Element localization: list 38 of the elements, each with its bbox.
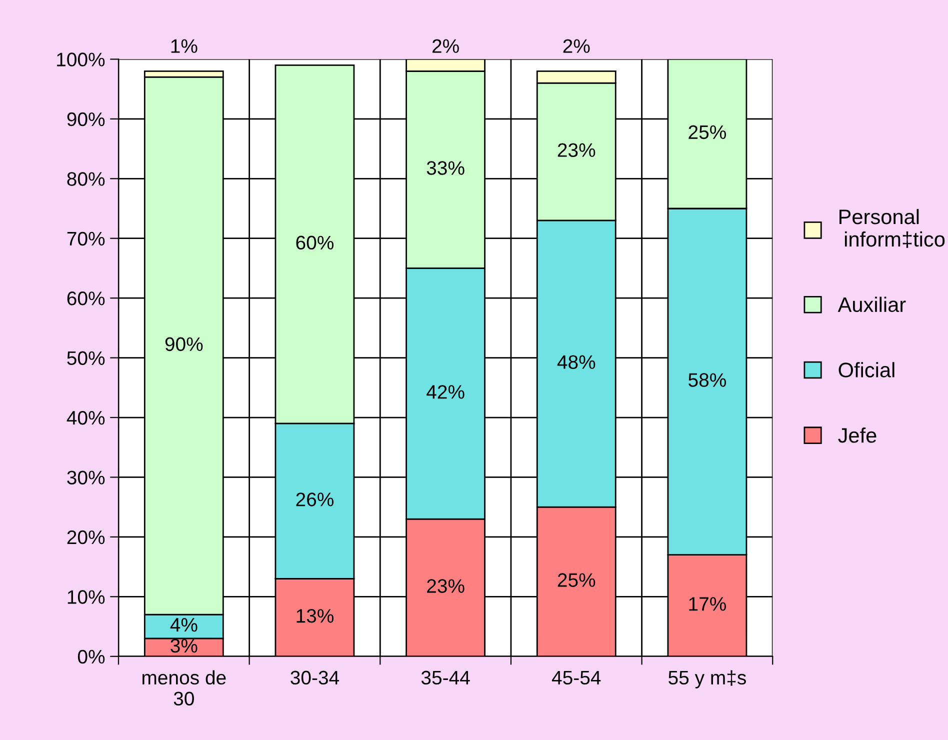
legend-label: Auxiliar [838, 296, 906, 312]
y-tick-label: 100% [57, 52, 105, 66]
y-tick-label: 0% [78, 650, 105, 664]
legend-label: Personal inform‡tico [839, 208, 945, 248]
y-tick-label: 50% [67, 351, 105, 366]
y-tick-label: 10% [68, 590, 105, 604]
data-label: 1% [171, 39, 198, 53]
x-tick-label: 35-44 [421, 670, 470, 685]
data-label: 26% [296, 492, 334, 506]
y-tick-label: 20% [67, 530, 105, 544]
data-label: 25% [558, 573, 596, 587]
y-tick-label: 40% [66, 410, 105, 425]
data-label: 17% [689, 597, 726, 611]
data-label: 42% [426, 385, 464, 399]
y-tick-label: 90% [67, 112, 105, 126]
data-label: 60% [296, 236, 334, 250]
data-label: 2% [563, 39, 590, 53]
data-label: 13% [296, 609, 334, 623]
y-tick-label: 60% [67, 292, 105, 306]
legend-label: Jefe [838, 428, 876, 443]
data-label: 3% [170, 638, 198, 653]
y-tick-label: 70% [67, 232, 105, 246]
x-tick-label: menos de 30 [142, 670, 226, 706]
data-label: 48% [557, 355, 596, 369]
data-label: 23% [558, 143, 596, 157]
y-tick-label: 30% [67, 470, 105, 484]
data-label: 23% [427, 579, 464, 593]
data-label: 58% [688, 373, 726, 387]
x-tick-label: 55 y m‡s [668, 670, 746, 688]
data-label: 25% [688, 125, 726, 140]
data-label: 4% [170, 618, 198, 632]
data-label: 33% [426, 161, 464, 175]
data-label: 2% [432, 39, 459, 53]
legend-label: Oficial [838, 362, 894, 378]
y-tick-label: 80% [67, 172, 105, 186]
x-tick-label: 30-34 [290, 670, 340, 685]
x-tick-label: 45-54 [552, 670, 601, 685]
data-label: 90% [165, 337, 203, 352]
